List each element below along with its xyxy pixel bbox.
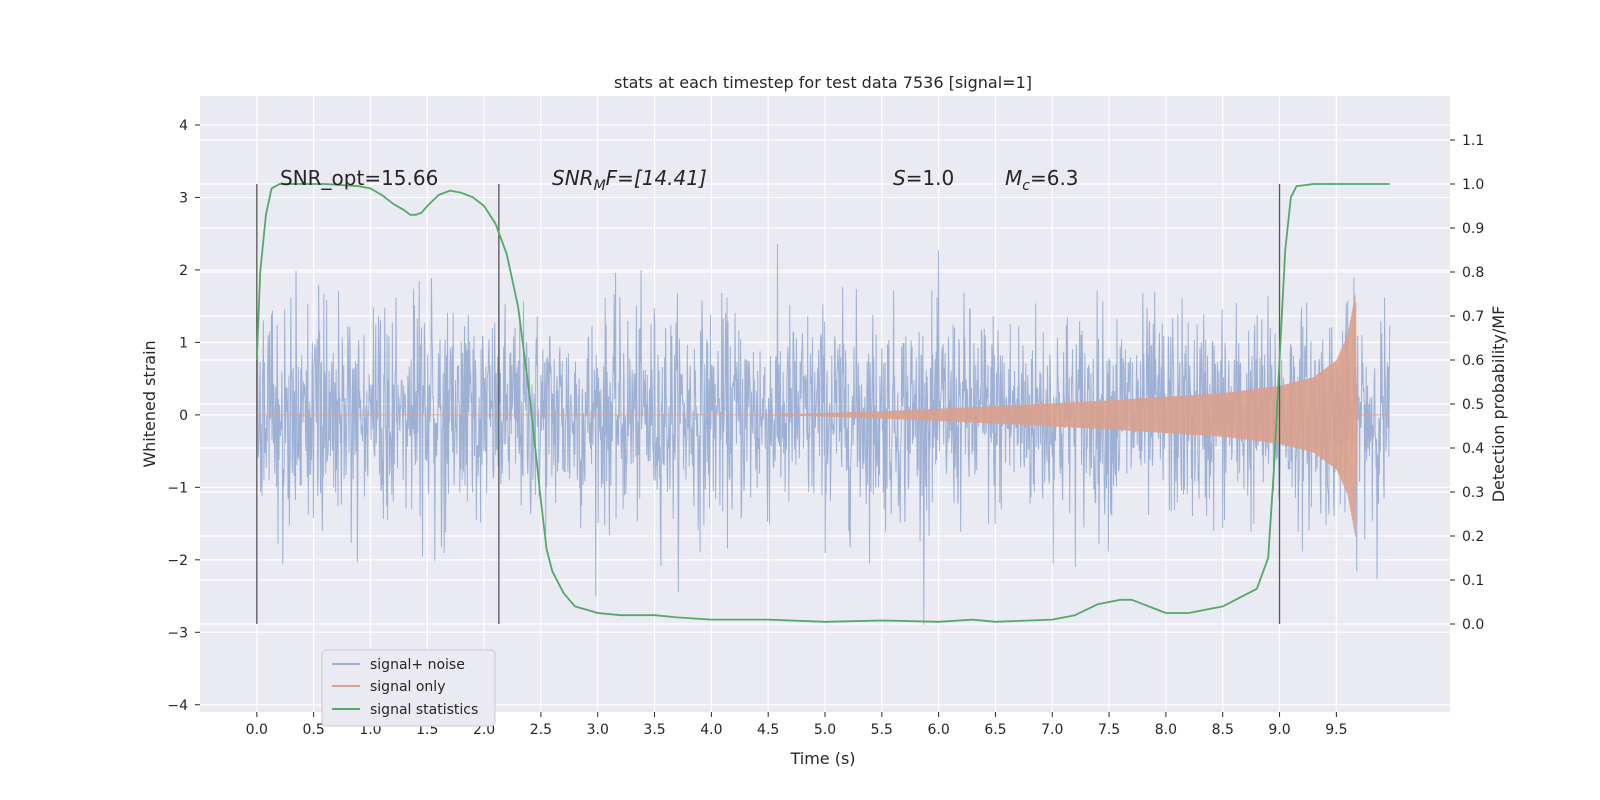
x-tick-label: 9.5 xyxy=(1325,722,1347,738)
x-tick-label: 5.5 xyxy=(871,722,893,738)
y-tick-label: −2 xyxy=(167,553,188,569)
legend-label-signal-only: signal only xyxy=(370,679,445,695)
y2-tick-label: 1.0 xyxy=(1462,177,1484,193)
series-signal-statistics xyxy=(255,183,1390,623)
y2-axis-label: Detection probability/MF xyxy=(1489,306,1508,503)
y-axis-right: 1.1 1.0 0.9 0.8 0.7 0.6 0.5 0.4 0.3 0.2 0.1 0.0 xyxy=(1450,133,1484,633)
x-tick-label: 7.5 xyxy=(1098,722,1120,738)
annotation-snr-mf: SNRMF=[14.41] xyxy=(552,166,707,194)
annotation-snr-opt: SNR_opt=15.66 xyxy=(280,166,438,190)
y-tick-label: −3 xyxy=(167,625,188,641)
chart-title: stats at each timestep for test data 753… xyxy=(614,73,1032,92)
series-signal-noise xyxy=(256,243,1391,625)
y2-tick-label: 0.7 xyxy=(1462,309,1484,325)
y2-tick-label: 1.1 xyxy=(1462,133,1484,149)
x-tick-label: 8.0 xyxy=(1155,722,1177,738)
x-tick-label: 2.5 xyxy=(530,722,552,738)
y2-tick-label: 0.4 xyxy=(1462,441,1484,457)
annotation-mc: Mc=6.3 xyxy=(1005,166,1079,194)
x-tick-label: 9.0 xyxy=(1268,722,1290,738)
legend-label-signal-statistics: signal statistics xyxy=(370,702,478,718)
y-tick-label: 3 xyxy=(179,190,188,206)
y-tick-label: 2 xyxy=(179,263,188,279)
annotation-s: S=1.0 xyxy=(893,166,954,190)
x-axis: 0.0 0.5 1.0 1.5 2.0 2.5 3.0 3.5 4.0 4.5 5.0 5.5 6.0 6… xyxy=(246,712,1347,738)
x-axis-label: Time (s) xyxy=(789,749,855,768)
y2-tick-label: 0.9 xyxy=(1462,221,1484,237)
y-tick-label: −4 xyxy=(167,698,188,714)
signal-statistics-line xyxy=(255,183,1390,623)
y2-tick-label: 0.6 xyxy=(1462,353,1484,369)
x-tick-label: 8.5 xyxy=(1212,722,1234,738)
signal-only-line xyxy=(256,295,1390,537)
signal-noise-line xyxy=(256,243,1391,625)
legend-box xyxy=(321,649,496,727)
y-tick-label: 1 xyxy=(179,335,188,351)
x-tick-label: 7.0 xyxy=(1041,722,1063,738)
x-tick-label: 3.5 xyxy=(643,722,665,738)
series-signal-only xyxy=(256,295,1390,537)
legend-label-signal-noise: signal+ noise xyxy=(370,657,465,673)
y-tick-label: 0 xyxy=(179,408,188,424)
x-tick-label: 6.5 xyxy=(984,722,1006,738)
vertical-markers xyxy=(256,184,1281,624)
x-tick-label: 6.0 xyxy=(928,722,950,738)
legend: signal+ noise signal only signal statist… xyxy=(321,649,496,727)
y-tick-label: 4 xyxy=(179,118,188,134)
y2-tick-label: 0.3 xyxy=(1462,485,1484,501)
y2-tick-label: 0.8 xyxy=(1462,265,1484,281)
y2-tick-label: 0.0 xyxy=(1462,617,1484,633)
x-tick-label: 4.0 xyxy=(700,722,722,738)
y-tick-label: −1 xyxy=(167,480,188,496)
x-tick-label: 0.0 xyxy=(246,722,268,738)
y2-tick-label: 0.1 xyxy=(1462,573,1484,589)
y-axis-left: 4 3 2 1 0 −1 −2 −3 −4 xyxy=(167,118,200,714)
x-tick-label: 4.5 xyxy=(757,722,779,738)
x-tick-label: 3.0 xyxy=(587,722,609,738)
y2-tick-label: 0.2 xyxy=(1462,529,1484,545)
y-axis-label: Whitened strain xyxy=(140,340,159,467)
x-tick-label: 5.0 xyxy=(814,722,836,738)
x-tick-label: 0.5 xyxy=(303,722,325,738)
y2-tick-label: 0.5 xyxy=(1462,397,1484,413)
